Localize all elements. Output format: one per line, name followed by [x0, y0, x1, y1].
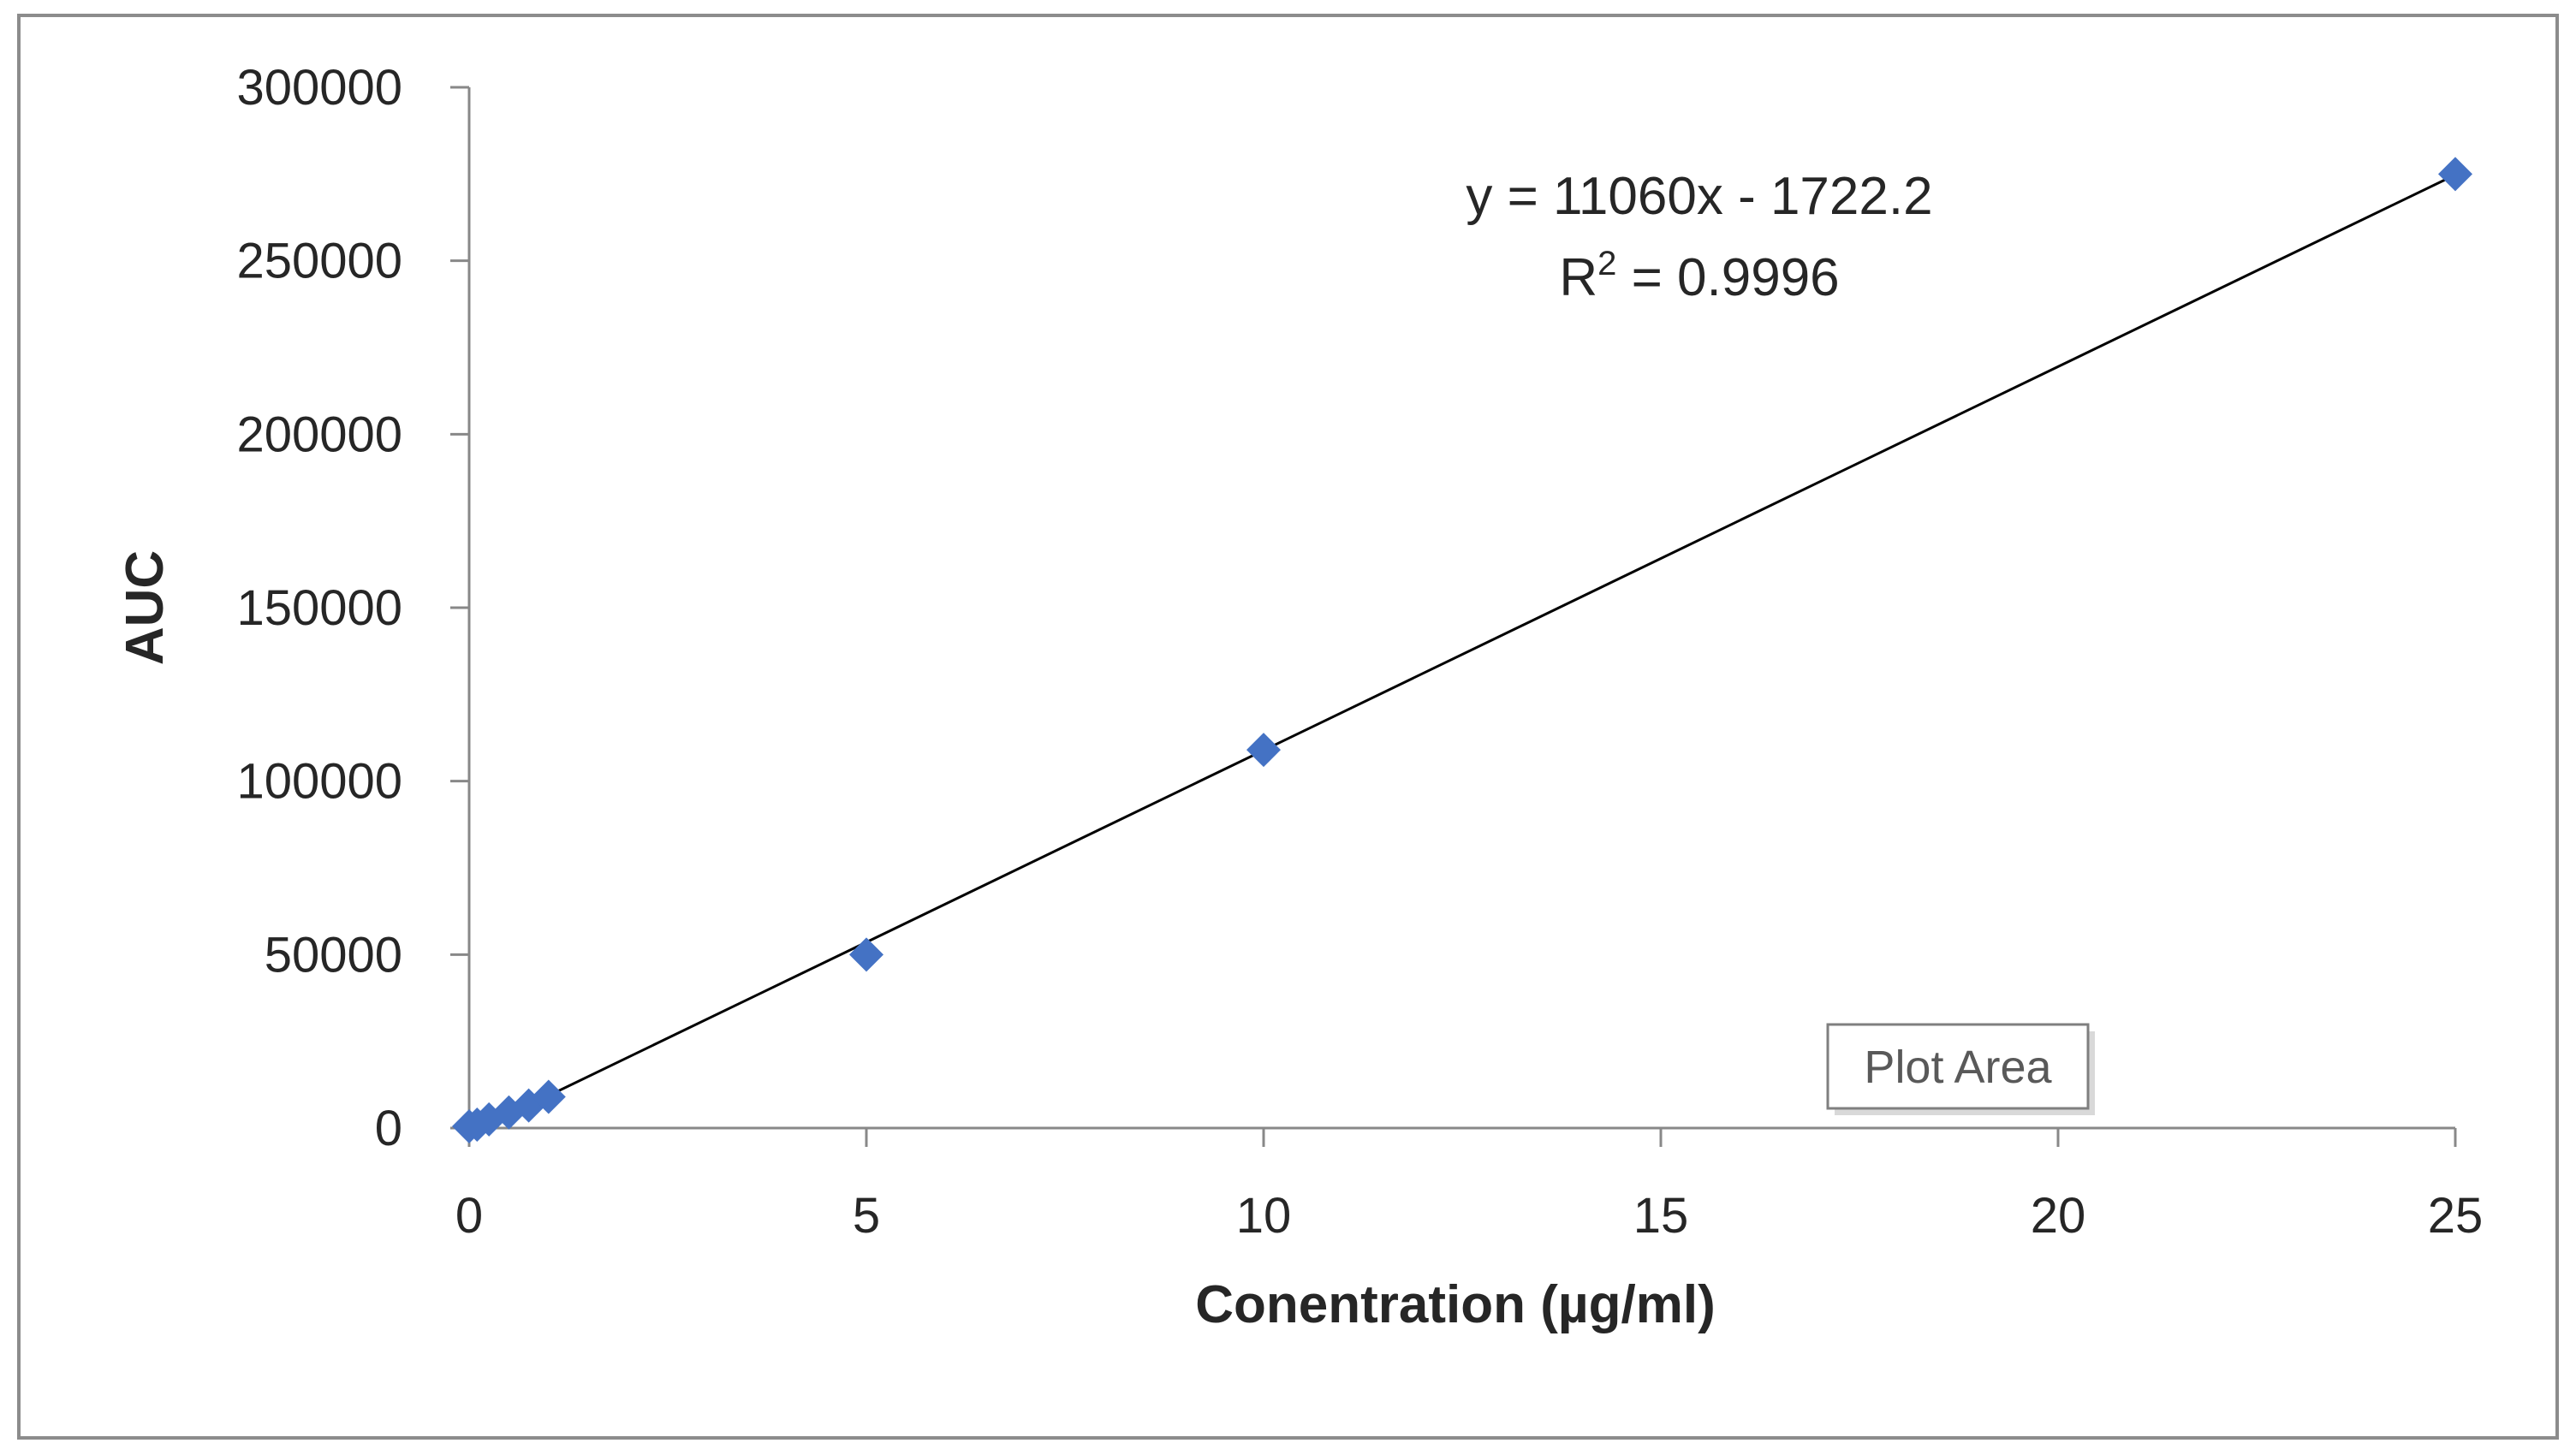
x-axis-title: Conentration (µg/ml): [1195, 1275, 1715, 1334]
x-axis: 0 5 10 15 20 25: [455, 1126, 2484, 1244]
x-tick-label: 20: [2031, 1188, 2086, 1244]
chart-border: [17, 14, 2559, 1440]
trendline-equation: y = 11060x - 1722.2: [1466, 167, 1932, 226]
r-squared-value: = 0.9996: [1616, 248, 1839, 307]
y-tick-label: 150000: [236, 580, 402, 636]
tooltip-text: Plot Area: [1864, 1042, 2052, 1093]
y-axis-title: AUC: [116, 550, 175, 665]
y-tick-label: 300000: [236, 60, 402, 116]
r-squared-superscript: 2: [1597, 245, 1616, 282]
y-axis: 0 50000 100000 150000 200000 250000 300000: [236, 60, 471, 1156]
x-tick-label: 5: [853, 1188, 880, 1244]
x-tick-label: 25: [2428, 1188, 2484, 1244]
y-tick-label: 100000: [236, 754, 402, 810]
y-tick-label: 0: [375, 1101, 402, 1156]
r-squared-label: R2 = 0.9996: [1559, 245, 1839, 307]
x-tick-label: 0: [455, 1188, 483, 1244]
data-point: [849, 937, 883, 972]
r-squared-prefix: R: [1559, 248, 1597, 307]
data-point: [2438, 157, 2472, 192]
data-point: [531, 1079, 566, 1114]
x-tick-label: 15: [1633, 1188, 1689, 1244]
trendline-group: [488, 173, 2456, 1126]
data-point: [1246, 733, 1281, 768]
y-tick-label: 200000: [236, 407, 402, 462]
plot-area-tooltip: Plot Area: [1826, 1023, 2095, 1115]
tooltip-box: [1826, 1023, 2090, 1110]
trendline: [488, 173, 2456, 1126]
points-group: [452, 157, 2472, 1143]
x-tick-label: 10: [1236, 1188, 1292, 1244]
y-tick-label: 50000: [265, 927, 402, 983]
y-tick-label: 250000: [236, 234, 402, 289]
